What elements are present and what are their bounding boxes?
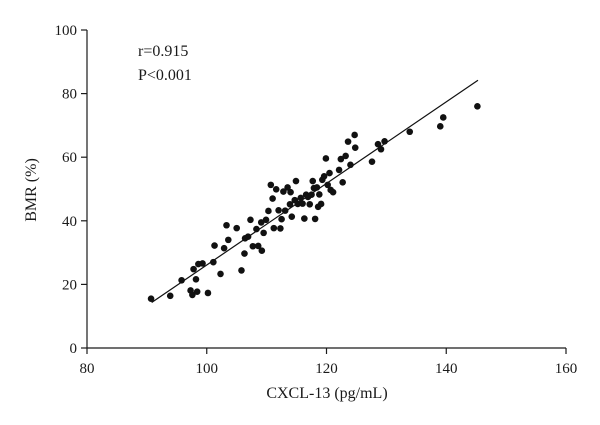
data-point [244, 233, 252, 240]
data-point [317, 200, 325, 208]
x-tick-label: 140 [435, 361, 458, 377]
x-tick-label: 120 [315, 361, 338, 377]
data-point [377, 145, 385, 153]
data-point [335, 166, 343, 174]
data-point [326, 169, 333, 177]
data-point [265, 207, 272, 215]
data-point [192, 276, 200, 283]
data-point [406, 128, 414, 136]
data-point [277, 225, 284, 232]
data-point [474, 103, 481, 110]
data-point [368, 158, 376, 165]
data-point [211, 242, 218, 249]
data-point [286, 200, 294, 208]
data-point [220, 244, 228, 252]
data-point [262, 216, 270, 224]
data-point [217, 270, 224, 278]
data-point [339, 179, 346, 186]
data-point [297, 194, 305, 202]
data-point [342, 152, 349, 160]
x-ticks: 80 100 120 140 160 [80, 348, 578, 377]
p-value-annotation: P<0.001 [138, 67, 192, 84]
data-point [238, 267, 245, 274]
data-point [322, 155, 330, 162]
regression-line [151, 79, 479, 304]
data-point [281, 207, 289, 214]
data-point [308, 191, 315, 199]
data-point [439, 114, 447, 121]
data-point [294, 200, 302, 208]
data-point [299, 200, 306, 207]
x-axis-title: CXCL-13 (pg/mL) [266, 385, 387, 402]
y-tick-label: 40 [62, 214, 77, 230]
data-point [249, 242, 257, 250]
data-point [199, 260, 206, 267]
y-tick-label: 20 [62, 277, 77, 293]
data-point [311, 215, 319, 223]
data-point [258, 247, 266, 254]
data-point [178, 276, 185, 284]
data-point [381, 138, 388, 145]
data-point [278, 215, 285, 223]
data-point [436, 123, 444, 130]
correlation-annotation: r=0.915 [138, 43, 188, 60]
data-point [272, 186, 280, 193]
data-point [313, 184, 321, 191]
data-point [241, 250, 248, 257]
data-point [190, 265, 197, 273]
data-point [320, 172, 328, 180]
data-point [253, 225, 260, 233]
data-point [280, 188, 287, 195]
data-point [193, 288, 201, 296]
y-ticks: 0 20 40 60 80 100 [55, 23, 87, 357]
data-point [337, 155, 345, 163]
data-point [284, 184, 291, 191]
data-point [204, 289, 212, 297]
data-point [351, 131, 358, 139]
data-point [344, 138, 352, 145]
y-axis-title: BMR (%) [23, 158, 40, 222]
data-point [254, 242, 262, 250]
data-point [247, 216, 254, 224]
data-point [351, 144, 359, 151]
data-point [309, 177, 317, 185]
data-point [329, 188, 337, 196]
x-tick-label: 100 [196, 361, 219, 377]
data-point [260, 229, 267, 237]
y-tick-label: 0 [70, 341, 78, 357]
data-point [267, 181, 275, 189]
data-point [275, 207, 282, 214]
data-points [147, 103, 481, 303]
data-point [306, 200, 314, 208]
data-point [225, 236, 232, 244]
data-point [166, 292, 174, 300]
data-point [292, 177, 300, 185]
data-point [288, 213, 296, 220]
y-tick-label: 100 [55, 23, 78, 39]
data-point [324, 181, 331, 189]
data-point [316, 191, 323, 198]
x-tick-label: 160 [555, 361, 578, 377]
data-point [347, 161, 354, 169]
data-point [223, 221, 230, 229]
data-point [301, 215, 308, 222]
data-point [269, 195, 276, 202]
data-point [147, 295, 155, 303]
x-tick-label: 80 [80, 361, 95, 377]
data-point [270, 224, 278, 232]
y-tick-label: 80 [62, 87, 77, 103]
data-point [233, 224, 240, 232]
data-point [374, 140, 382, 148]
data-point [287, 188, 294, 196]
data-point [210, 258, 217, 266]
y-tick-label: 60 [62, 150, 77, 166]
data-point [189, 291, 196, 299]
